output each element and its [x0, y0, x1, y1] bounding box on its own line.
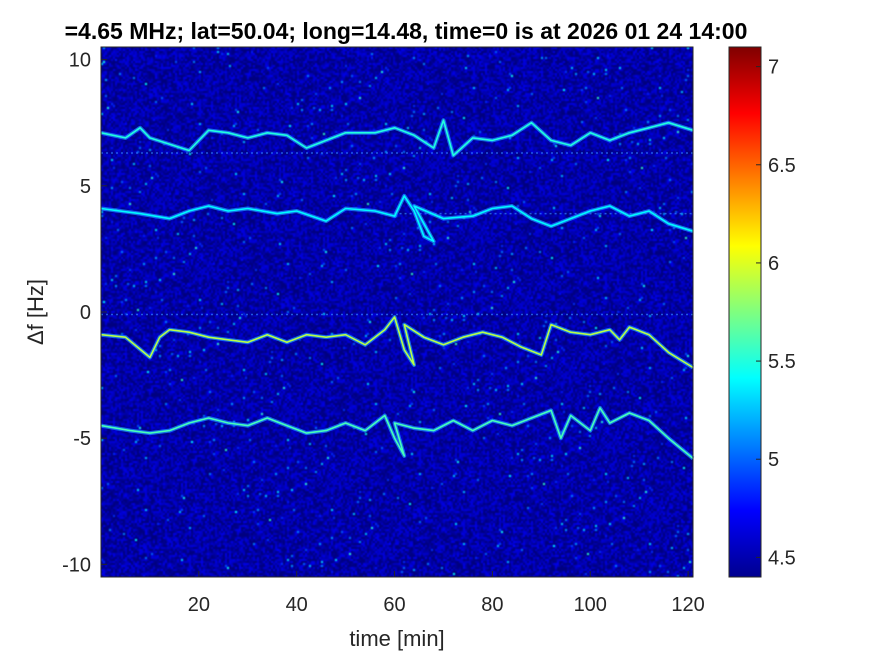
- heatmap-image: [101, 47, 693, 577]
- trace-2: [100, 316, 694, 369]
- x-tick-label: 60: [383, 594, 405, 616]
- y-tick-label: -5: [73, 428, 91, 450]
- trace-0: [100, 119, 694, 157]
- trace-1: [100, 195, 694, 243]
- y-axis: 10 5 0 -5 -10: [62, 50, 107, 576]
- y-axis-label: Δf [Hz]: [23, 279, 48, 345]
- colorbar-tick-label: 6.5: [768, 155, 796, 177]
- colorbar: 7 6.5 6 5.5 5 4.5: [728, 46, 796, 578]
- y-tick-label: 0: [80, 302, 91, 324]
- x-axis: 20 40 60 80 100 120: [188, 571, 705, 616]
- y-tick-label: 10: [69, 50, 91, 72]
- colorbar-tick-label: 4.5: [768, 547, 796, 569]
- chart-title: =4.65 MHz; lat=50.04; long=14.48, time=0…: [65, 18, 748, 44]
- x-tick-label: 100: [574, 594, 607, 616]
- colorbar-frame: [728, 46, 762, 578]
- colorbar-tick-label: 5.5: [768, 351, 796, 373]
- trace-3: [100, 407, 694, 460]
- colorbar-tick-label: 6: [768, 253, 779, 275]
- x-tick-label: 20: [188, 594, 210, 616]
- colorbar-tick-label: 7: [768, 57, 779, 79]
- x-tick-label: 40: [286, 594, 308, 616]
- trace-layer: [100, 118, 695, 460]
- colorbar-gradient: [729, 47, 761, 577]
- x-tick-label: 120: [671, 594, 704, 616]
- y-tick-label: -10: [62, 554, 91, 576]
- x-tick-label: 80: [481, 594, 503, 616]
- plot-area: [100, 46, 695, 578]
- x-axis-label: time [min]: [349, 626, 444, 651]
- colorbar-ticks: 7 6.5 6 5.5 5 4.5: [756, 57, 796, 569]
- colorbar-tick-label: 5: [768, 449, 779, 471]
- y-tick-label: 5: [80, 176, 91, 198]
